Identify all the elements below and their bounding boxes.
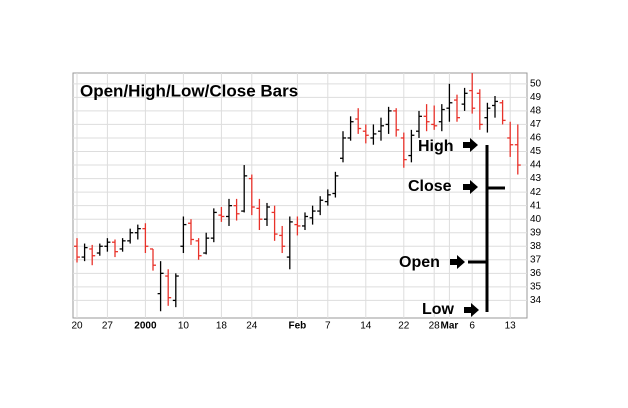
- y-tick-label: 35: [530, 282, 542, 293]
- y-tick-label: 44: [530, 160, 542, 171]
- y-tick-label: 42: [530, 187, 542, 198]
- y-tick-label: 39: [530, 227, 542, 238]
- x-tick-label: 24: [246, 321, 258, 332]
- y-tick-label: 47: [530, 119, 542, 130]
- y-tick-label: 50: [530, 78, 542, 89]
- y-tick-label: 37: [530, 254, 542, 265]
- arrow: [464, 303, 479, 317]
- y-tick-label: 36: [530, 268, 542, 279]
- x-tick-label: 14: [360, 321, 372, 332]
- y-tick-label: 43: [530, 173, 542, 184]
- y-tick-label: 49: [530, 92, 542, 103]
- x-tick-label: 28: [429, 321, 441, 332]
- y-tick-label: 48: [530, 106, 542, 117]
- x-tick-label: 18: [216, 321, 228, 332]
- y-tick-label: 38: [530, 241, 542, 252]
- arrow: [463, 180, 478, 194]
- annotation: Close: [408, 178, 452, 195]
- x-tick-label: 22: [398, 321, 410, 332]
- x-tick-label: Feb: [289, 321, 307, 332]
- x-tick-label: 20: [71, 321, 83, 332]
- arrow: [450, 255, 465, 269]
- y-tick-label: 40: [530, 214, 542, 225]
- x-tick-label: 2000: [134, 321, 157, 332]
- x-tick-label: 10: [178, 321, 190, 332]
- y-tick-label: 45: [530, 146, 542, 157]
- annotation: Open: [399, 254, 440, 271]
- arrow: [463, 138, 478, 152]
- x-tick-label: 27: [102, 321, 114, 332]
- plot-frame: [72, 72, 528, 319]
- x-tick-label: Mar: [441, 321, 459, 332]
- x-tick-label: 6: [469, 321, 475, 332]
- legend-diagram: High Close Open Low: [399, 138, 505, 318]
- annotation: High: [418, 138, 454, 155]
- x-tick-label: 13: [505, 321, 517, 332]
- y-tick-label: 34: [530, 295, 542, 306]
- y-tick-label: 41: [530, 200, 542, 211]
- chart-title: Open/High/Low/Close Bars: [80, 81, 298, 100]
- x-tick-label: 7: [325, 321, 331, 332]
- y-tick-label: 46: [530, 133, 542, 144]
- annotation: Low: [422, 301, 455, 318]
